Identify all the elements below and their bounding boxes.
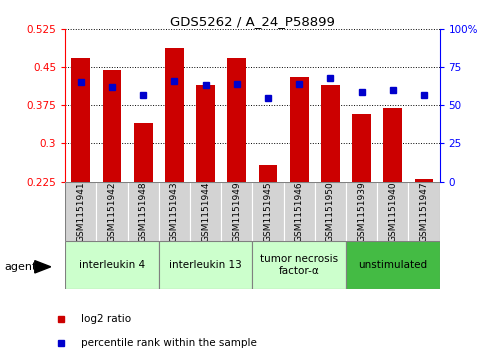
Text: GSM1151947: GSM1151947 bbox=[419, 181, 428, 242]
Text: log2 ratio: log2 ratio bbox=[81, 314, 131, 324]
Polygon shape bbox=[35, 261, 51, 273]
Bar bbox=[97, 182, 128, 241]
Text: tumor necrosis
factor-α: tumor necrosis factor-α bbox=[260, 254, 338, 276]
Text: GSM1151950: GSM1151950 bbox=[326, 181, 335, 242]
Text: GSM1151945: GSM1151945 bbox=[263, 181, 272, 242]
Bar bbox=[65, 182, 97, 241]
Text: GSM1151944: GSM1151944 bbox=[201, 181, 210, 242]
Bar bbox=[377, 182, 408, 241]
Text: GSM1151949: GSM1151949 bbox=[232, 181, 242, 242]
Text: GSM1151942: GSM1151942 bbox=[108, 181, 116, 242]
Bar bbox=[253, 241, 346, 289]
Bar bbox=[321, 85, 340, 182]
Bar bbox=[290, 77, 309, 182]
Bar bbox=[284, 182, 315, 241]
Text: agent: agent bbox=[5, 262, 37, 272]
Bar bbox=[65, 241, 159, 289]
Bar bbox=[408, 182, 440, 241]
Bar bbox=[103, 70, 121, 182]
Title: GDS5262 / A_24_P58899: GDS5262 / A_24_P58899 bbox=[170, 15, 335, 28]
Bar bbox=[165, 48, 184, 182]
Bar bbox=[227, 58, 246, 182]
Text: unstimulated: unstimulated bbox=[358, 260, 427, 270]
Bar bbox=[384, 108, 402, 182]
Bar bbox=[346, 241, 440, 289]
Bar bbox=[414, 179, 433, 182]
Bar bbox=[221, 182, 253, 241]
Bar bbox=[346, 182, 377, 241]
Bar bbox=[315, 182, 346, 241]
Text: interleukin 4: interleukin 4 bbox=[79, 260, 145, 270]
Bar bbox=[253, 182, 284, 241]
Text: interleukin 13: interleukin 13 bbox=[169, 260, 242, 270]
Bar bbox=[352, 114, 371, 182]
Bar bbox=[159, 241, 253, 289]
Bar bbox=[190, 182, 221, 241]
Bar bbox=[128, 182, 159, 241]
Bar bbox=[258, 165, 277, 182]
Text: percentile rank within the sample: percentile rank within the sample bbox=[81, 338, 257, 348]
Text: GSM1151939: GSM1151939 bbox=[357, 181, 366, 242]
Bar bbox=[134, 123, 153, 182]
Text: GSM1151948: GSM1151948 bbox=[139, 181, 148, 242]
Text: GSM1151946: GSM1151946 bbox=[295, 181, 304, 242]
Text: GSM1151940: GSM1151940 bbox=[388, 181, 397, 242]
Bar bbox=[196, 85, 215, 182]
Text: GSM1151943: GSM1151943 bbox=[170, 181, 179, 242]
Text: GSM1151941: GSM1151941 bbox=[76, 181, 85, 242]
Bar bbox=[159, 182, 190, 241]
Bar bbox=[71, 58, 90, 182]
